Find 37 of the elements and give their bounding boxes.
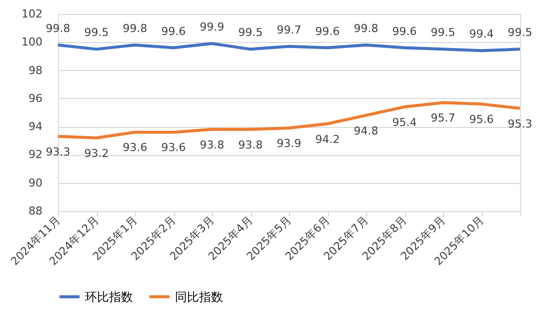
legend-label: 环比指数	[85, 290, 133, 304]
y-tick-label: 98	[28, 64, 42, 77]
data-label: 95.3	[508, 117, 532, 130]
data-label: 99.5	[238, 26, 263, 40]
y-tick-label: 92	[28, 148, 42, 162]
line-series	[56, 42, 522, 52]
y-tick-label: 100	[22, 36, 42, 49]
data-label: 94.2	[315, 132, 340, 146]
data-label: 93.8	[238, 138, 263, 152]
data-label: 99.8	[122, 22, 148, 35]
data-label: 95.7	[430, 112, 456, 125]
data-label: 99.5	[84, 26, 109, 40]
data-label: 99.5	[430, 26, 456, 40]
data-label: 95.4	[392, 116, 417, 129]
data-label: 93.6	[161, 141, 186, 154]
data-label: 99.6	[315, 24, 340, 38]
data-label: 99.4	[469, 28, 494, 41]
data-label: 95.6	[469, 113, 494, 126]
data-label: 99.6	[161, 24, 186, 38]
y-tick-label: 102	[22, 8, 42, 20]
y-tick-label: 94	[28, 120, 42, 134]
data-label: 99.9	[200, 20, 224, 34]
legend-label: 同比指数	[175, 290, 223, 304]
data-label: 99.5	[508, 26, 532, 40]
data-label: 93.9	[276, 136, 302, 150]
data-label: 93.2	[84, 146, 109, 160]
data-label: 93.6	[122, 141, 148, 154]
y-tick-label: 96	[28, 92, 42, 105]
y-tick-label: 88	[28, 204, 42, 218]
data-label: 99.8	[354, 22, 378, 35]
data-label: 94.8	[354, 124, 378, 138]
data-label: 93.3	[46, 145, 70, 158]
data-label: 93.8	[200, 138, 224, 152]
data-label: 99.8	[46, 22, 70, 35]
y-tick-label: 90	[28, 176, 42, 190]
data-label: 99.7	[276, 23, 302, 36]
data-label: 99.6	[392, 24, 417, 38]
